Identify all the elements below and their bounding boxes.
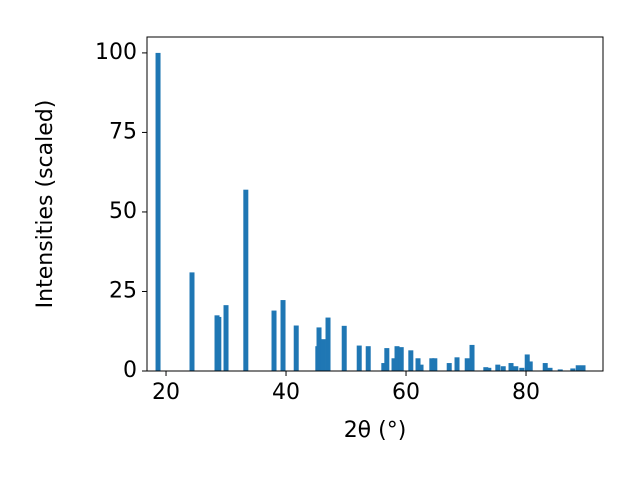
bar (243, 189, 249, 371)
bar (384, 348, 390, 371)
bar (398, 347, 404, 371)
bar (394, 346, 400, 371)
bar (216, 316, 222, 371)
bar (483, 367, 489, 371)
bar (446, 363, 452, 371)
y-tick-label: 50 (109, 199, 137, 224)
y-tick-label: 75 (109, 119, 137, 144)
bar (418, 364, 424, 371)
bar (513, 366, 519, 371)
bar (223, 305, 229, 371)
bar (293, 325, 299, 371)
bar (408, 350, 414, 371)
y-tick-label: 0 (123, 358, 137, 383)
bar (469, 344, 475, 371)
bar (189, 272, 195, 371)
x-axis-label: 2θ (°) (344, 418, 407, 443)
bar (155, 52, 161, 372)
bar (486, 367, 492, 371)
bar (527, 361, 533, 371)
bar (508, 363, 514, 371)
bar (557, 369, 563, 371)
y-tick-label: 25 (109, 278, 137, 303)
bar (519, 367, 525, 371)
y-tick-label: 100 (95, 40, 137, 65)
bar (280, 300, 286, 371)
bar (381, 363, 387, 371)
bar (575, 365, 581, 371)
x-tick-label: 20 (152, 380, 180, 405)
bar (580, 365, 586, 371)
x-tick-label: 40 (272, 380, 300, 405)
bar (464, 358, 470, 371)
bar (365, 346, 371, 371)
bar (495, 364, 501, 371)
bar (500, 366, 506, 371)
bar (432, 358, 438, 371)
bar (391, 358, 397, 371)
bar (570, 368, 576, 371)
bar (271, 310, 277, 371)
x-tick-label: 80 (512, 380, 540, 405)
bar (320, 339, 326, 371)
bar (454, 357, 460, 371)
x-tick-label: 60 (392, 380, 420, 405)
axes-frame (146, 36, 604, 372)
bar (524, 354, 530, 371)
bar (341, 325, 347, 371)
bar (325, 317, 331, 371)
bar (356, 345, 362, 371)
bar (429, 358, 435, 371)
y-axis-label: Intensities (scaled) (33, 100, 58, 309)
bar (547, 367, 553, 371)
bar (542, 363, 548, 371)
bar (316, 327, 322, 371)
bar (415, 358, 421, 371)
